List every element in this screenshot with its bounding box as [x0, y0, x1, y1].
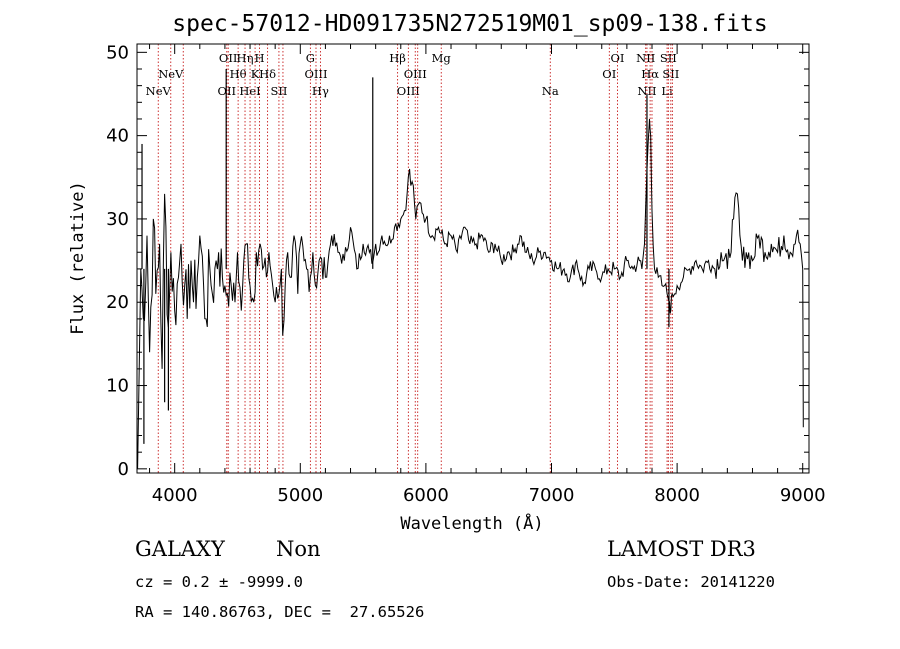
object-subclass: Non [276, 537, 321, 561]
y-axis-label: Flux (relative) [68, 181, 88, 335]
redshift-value: cz = 0.2 ± -9999.0 [135, 573, 303, 591]
spectral-line-label-0: NeV [146, 84, 172, 98]
y-tick-label-4: 40 [106, 126, 129, 147]
x-tick-label-4: 8000 [654, 485, 700, 506]
y-tick-label-5: 50 [106, 42, 129, 63]
coordinates: RA = 140.86763, DEC = 27.65526 [135, 603, 425, 621]
y-tick-label-0: 0 [118, 459, 129, 480]
spectrum-line [137, 118, 804, 469]
spectral-line-label-3: OII [218, 84, 237, 98]
spectral-line-label-8: K [251, 67, 260, 81]
spectral-line-label-30: SII [662, 67, 679, 81]
spectral-line-label-20: Mg [432, 51, 452, 65]
spectral-line-label-5: Hθ [230, 67, 247, 81]
spectral-line-label-26: Hα [641, 67, 659, 81]
x-tick-label-2: 6000 [403, 485, 449, 506]
y-tick-label-3: 30 [106, 209, 129, 230]
object-class: GALAXY [135, 537, 225, 561]
spectral-line-label-13: G [306, 51, 315, 65]
spectral-line-label-9: H [254, 51, 264, 65]
spectral-line-label-21: Na [542, 84, 559, 98]
spectral-line-label-4: OII [219, 51, 238, 65]
x-tick-label-1: 5000 [277, 485, 323, 506]
x-tick-label-5: 9000 [780, 485, 826, 506]
y-tick-label-2: 20 [106, 292, 129, 313]
plot-frame [136, 43, 810, 474]
spectral-line-label-6: Hη [237, 51, 254, 65]
x-tick-label-3: 7000 [529, 485, 575, 506]
axis-ticks: 4000 5000 6000 7000 8000 9000 0 10 20 30 40 50 [106, 42, 826, 506]
spectral-line-label-18: OIII [404, 67, 427, 81]
x-tick-label-0: 4000 [152, 485, 198, 506]
spectral-line-label-17: OIII [397, 84, 420, 98]
spectral-line-markers: NeV NeV OII OII Hθ Hη HeI KH Hδ SII G OIII Hγ Hβ OIII O… [146, 44, 679, 473]
spectral-line-label-24: NII [636, 51, 655, 65]
spectral-line-label-22: OI [602, 67, 616, 81]
chart-title: spec-57012-HD091735N272519M01_sp09-138.f… [172, 11, 767, 37]
spectral-line-label-23: OI [610, 51, 624, 65]
x-axis-label: Wavelength (Å) [400, 512, 543, 534]
obs-date: Obs-Date: 20141220 [607, 573, 775, 591]
spectral-line-label-10: Hδ [259, 67, 276, 81]
spectral-line-label-28: Li [661, 84, 673, 98]
spectral-line-label-16: Hβ [389, 51, 406, 65]
spectral-line-label-29: SII [660, 51, 677, 65]
spectrum-plot-area [137, 68, 804, 469]
y-tick-label-1: 10 [106, 376, 129, 397]
spectral-line-label-1: NeV [158, 67, 184, 81]
spectral-line-label-11: SII [270, 84, 287, 98]
spectral-line-label-7: HeI [239, 84, 260, 98]
spectral-line-label-15: Hγ [312, 84, 329, 98]
survey-name: LAMOST DR3 [607, 537, 756, 561]
spectral-line-label-14: OIII [304, 67, 327, 81]
